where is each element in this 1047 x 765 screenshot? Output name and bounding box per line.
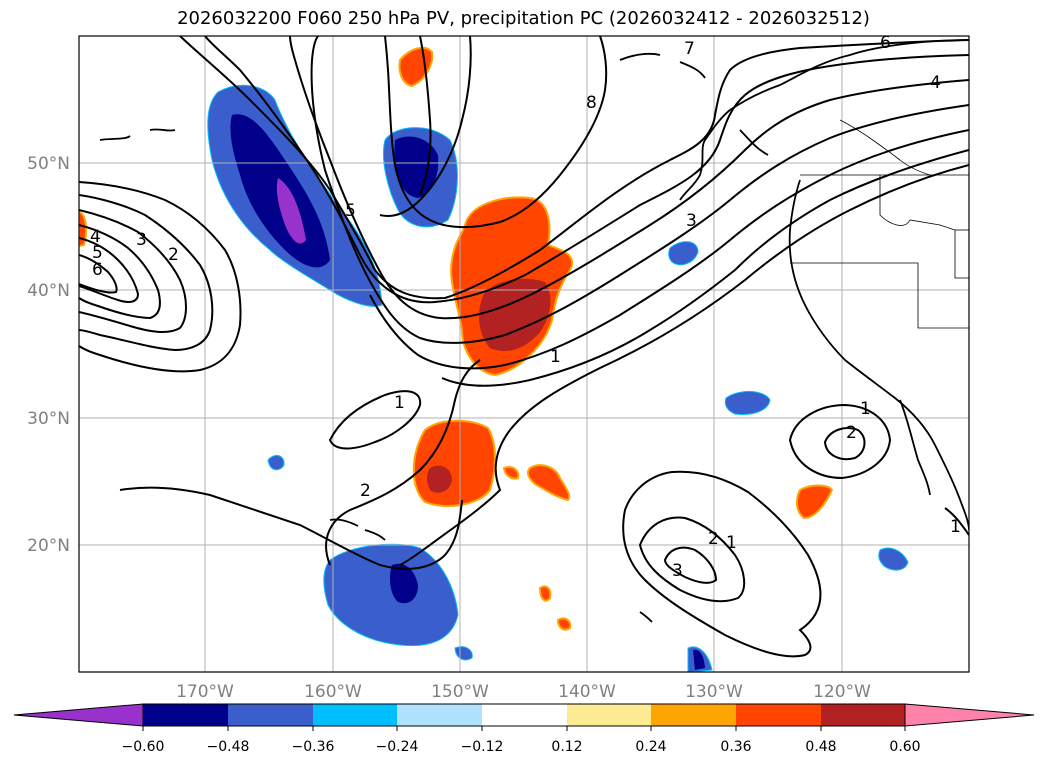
contour-label: 4 bbox=[930, 73, 941, 93]
lon-label: 140°W bbox=[558, 682, 616, 702]
lat-label: 40°N bbox=[27, 281, 70, 301]
contour-labels: 6 4 7 8 5 3 4 3 2 5 6 1 1 2 1 2 2 1 3 1 bbox=[90, 33, 961, 581]
lon-label: 170°W bbox=[176, 682, 234, 702]
latitude-labels: 50°N 40°N 30°N 20°N bbox=[27, 154, 70, 556]
coastlines bbox=[99, 39, 969, 623]
contour-label: 2 bbox=[846, 423, 857, 443]
colorbar: −0.60 −0.48 −0.36 −0.24 −0.12 0.12 0.24 … bbox=[13, 703, 1035, 755]
colorbar-tick-label: −0.12 bbox=[461, 739, 504, 755]
colorbar-tick-label: 0.48 bbox=[805, 739, 836, 755]
colorbar-tick-label: −0.48 bbox=[207, 739, 250, 755]
contour-label: 1 bbox=[726, 533, 737, 553]
contour-label: 2 bbox=[708, 529, 719, 549]
map-title: 2026032200 F060 250 hPa PV, precipitatio… bbox=[177, 8, 870, 29]
colorbar-segment bbox=[313, 704, 397, 726]
contour-label: 1 bbox=[550, 347, 561, 367]
colorbar-segment bbox=[736, 704, 821, 726]
lon-label: 160°W bbox=[304, 682, 362, 702]
colorbar-tick-label: −0.24 bbox=[376, 739, 419, 755]
precip-blob-central-positive bbox=[450, 196, 573, 377]
lat-label: 20°N bbox=[27, 536, 70, 556]
colorbar-segment bbox=[651, 704, 736, 726]
lon-label: 120°W bbox=[813, 682, 871, 702]
longitude-labels: 170°W 160°W 150°W 140°W 130°W 120°W bbox=[176, 682, 871, 702]
contour-label: 3 bbox=[686, 211, 697, 231]
graticule bbox=[79, 36, 969, 672]
state-borders bbox=[790, 119, 969, 329]
colorbar-tick-label: −0.36 bbox=[292, 739, 335, 755]
contour-label: 5 bbox=[92, 243, 103, 263]
contour-label: 1 bbox=[860, 399, 871, 419]
contour-label: 3 bbox=[672, 561, 683, 581]
contour-label: 2 bbox=[360, 481, 371, 501]
contour-label: 3 bbox=[136, 230, 147, 250]
precip-blob-south-positive bbox=[412, 419, 496, 507]
colorbar-segment bbox=[482, 704, 567, 726]
contour-label: 2 bbox=[168, 245, 179, 265]
pv-contours bbox=[79, 36, 969, 658]
lat-label: 50°N bbox=[27, 154, 70, 174]
precip-blob-north-negative bbox=[382, 127, 458, 228]
contour-label: 1 bbox=[394, 393, 405, 413]
colorbar-segment bbox=[397, 704, 482, 726]
precip-blob-small-negative bbox=[267, 241, 909, 672]
colorbar-segment bbox=[228, 704, 313, 726]
colorbar-segment bbox=[821, 704, 905, 726]
colorbar-tick-marks bbox=[142, 726, 906, 731]
colorbar-segment bbox=[567, 704, 651, 726]
colorbar-outline bbox=[142, 703, 906, 727]
colorbar-tick-label: −0.60 bbox=[122, 739, 165, 755]
contour-label: 6 bbox=[92, 260, 103, 280]
lon-label: 130°W bbox=[685, 682, 743, 702]
contour-label: 6 bbox=[880, 33, 891, 53]
lat-label: 30°N bbox=[27, 409, 70, 429]
colorbar-tick-label: 0.12 bbox=[551, 739, 582, 755]
contour-label: 5 bbox=[345, 201, 356, 221]
precip-blob-small-positive bbox=[79, 46, 834, 631]
colorbar-tick-label: 0.24 bbox=[635, 739, 666, 755]
map-plot-area: 6 4 7 8 5 3 4 3 2 5 6 1 1 2 1 2 2 1 3 1 bbox=[79, 33, 969, 672]
contour-label: 7 bbox=[684, 39, 695, 59]
colorbar-segment bbox=[143, 704, 228, 726]
colorbar-extend-left bbox=[13, 703, 144, 727]
contour-label: 4 bbox=[90, 227, 101, 247]
lon-label: 150°W bbox=[431, 682, 489, 702]
map-frame bbox=[78, 35, 970, 673]
precip-blob-west-negative bbox=[207, 84, 383, 307]
contour-label: 8 bbox=[586, 93, 597, 113]
colorbar-tick-label: 0.36 bbox=[720, 739, 751, 755]
contour-label: 1 bbox=[950, 517, 961, 537]
colorbar-extend-right bbox=[904, 703, 1035, 727]
colorbar-tick-label: 0.60 bbox=[889, 739, 920, 755]
precip-blob-south-negative bbox=[323, 543, 473, 661]
